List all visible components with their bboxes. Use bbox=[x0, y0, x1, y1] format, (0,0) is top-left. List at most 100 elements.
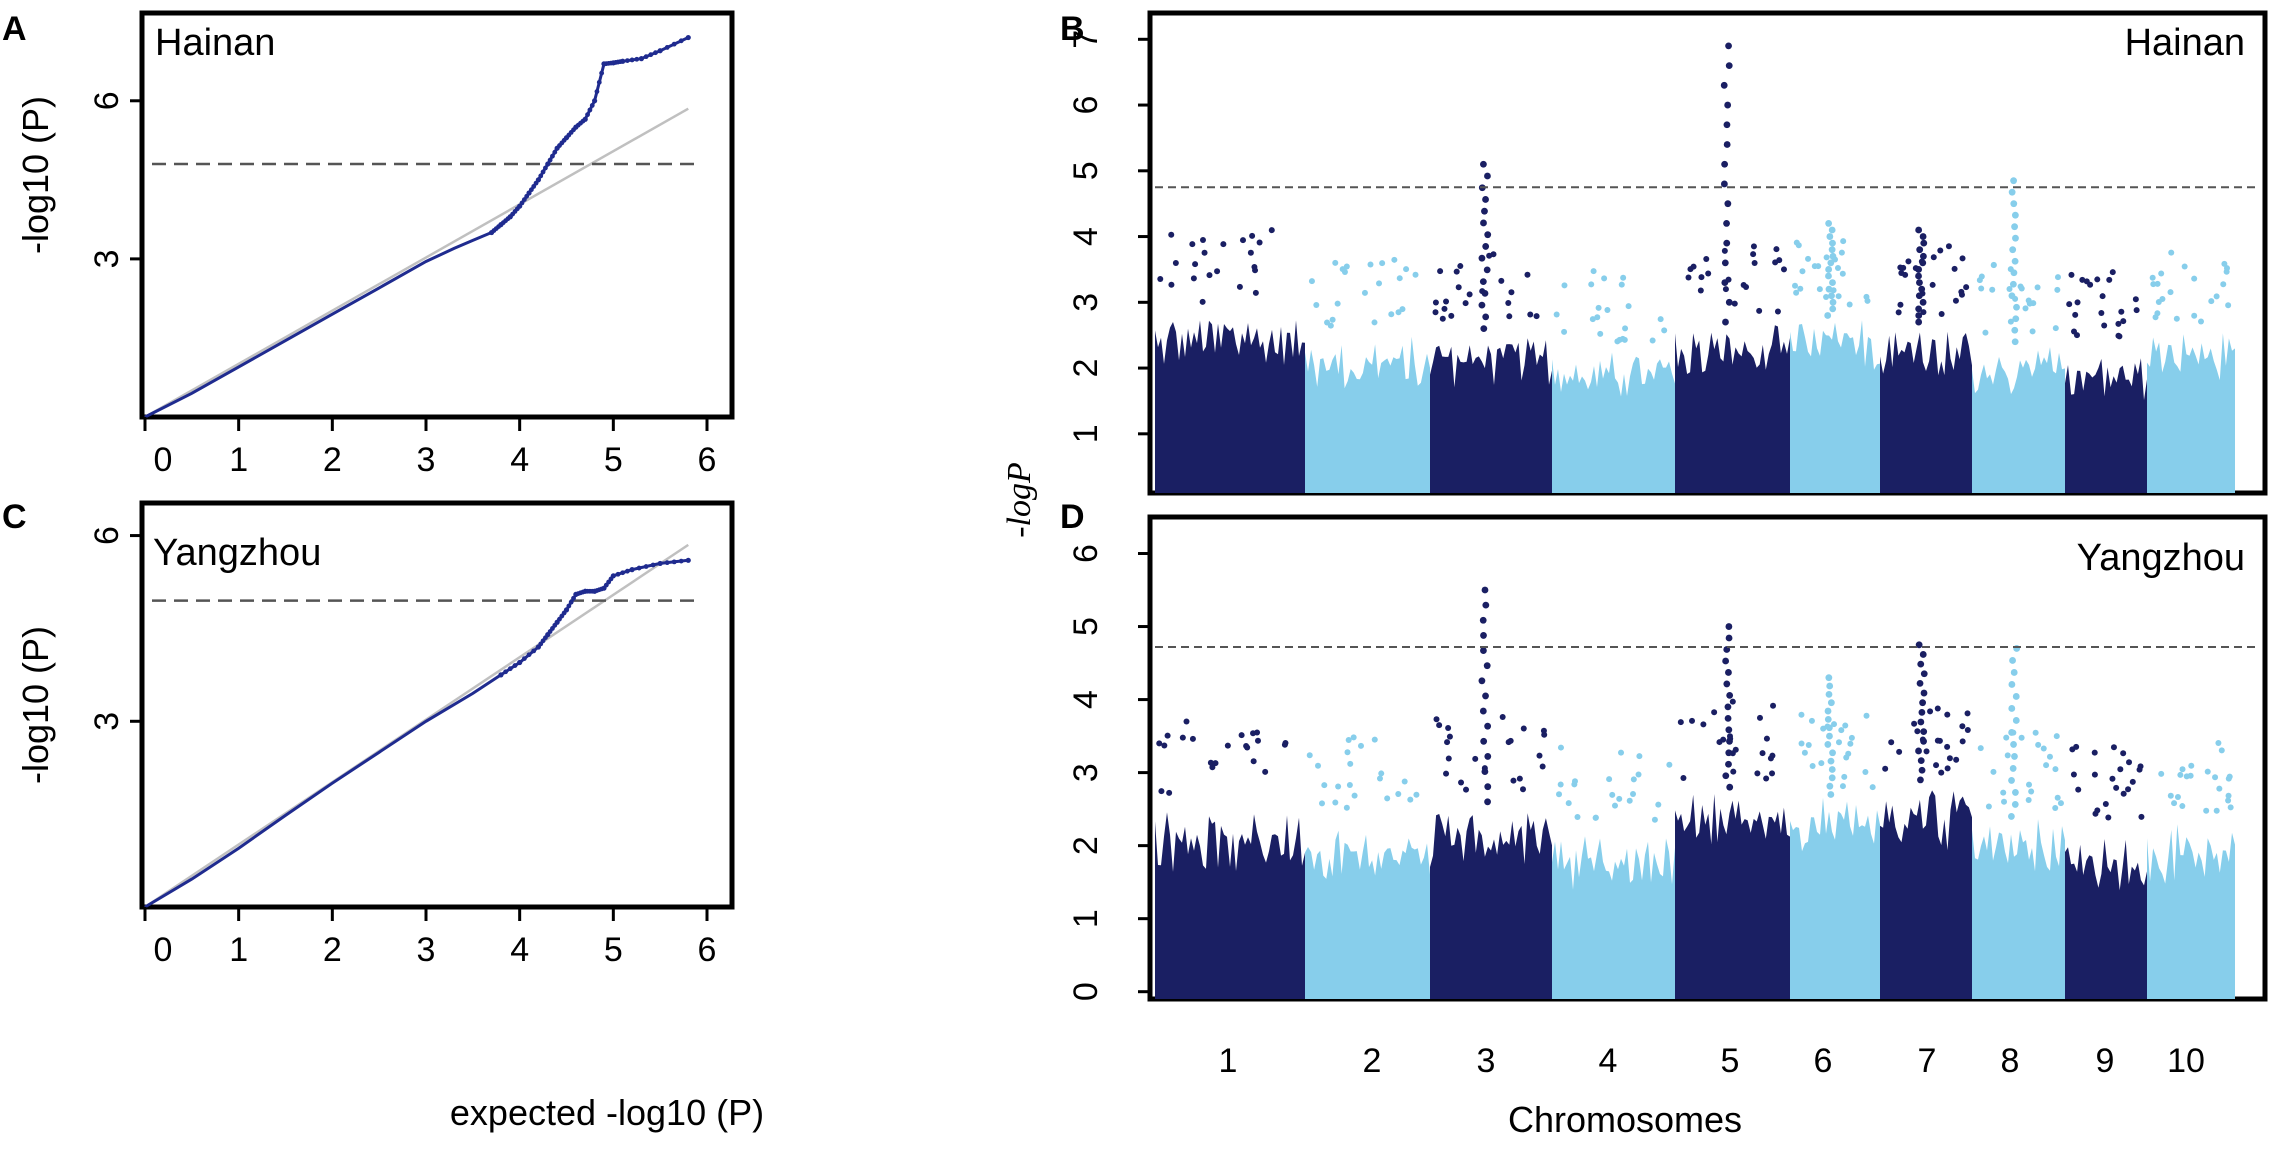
snp-point bbox=[1595, 304, 1602, 311]
snp-point bbox=[1721, 247, 1728, 254]
snp-point bbox=[1751, 260, 1758, 267]
snp-point bbox=[1557, 744, 1564, 751]
snp-point bbox=[1835, 293, 1842, 300]
snp-point bbox=[1346, 781, 1353, 788]
y-tick-label: 6 bbox=[1067, 544, 1105, 563]
snp-point bbox=[1439, 315, 1446, 322]
snp-point bbox=[2158, 770, 2165, 777]
snp-peak-point bbox=[1480, 647, 1487, 654]
snp-point bbox=[1978, 285, 1985, 292]
snp-point bbox=[1220, 241, 1227, 248]
snp-point bbox=[2220, 281, 2227, 288]
snp-point bbox=[1351, 792, 1358, 799]
snp-peak-point bbox=[1479, 707, 1487, 715]
snp-point bbox=[1462, 300, 1469, 307]
snp-peak-point bbox=[2009, 657, 2016, 664]
snp-point bbox=[1898, 269, 1905, 276]
snp-peak-point bbox=[1828, 292, 1835, 300]
snp-point bbox=[2091, 771, 2098, 778]
snp-point bbox=[1384, 795, 1391, 802]
snp-point bbox=[1507, 737, 1514, 744]
snp-peak-point bbox=[1919, 233, 1927, 240]
qq-point bbox=[592, 98, 598, 104]
snp-point bbox=[1677, 719, 1684, 726]
snp-point bbox=[1244, 744, 1251, 751]
chromosome-3-body bbox=[1430, 813, 1552, 999]
x-tick-label: 4 bbox=[510, 441, 529, 479]
x-ticks-a: 0 1 2 3 4 5 6 bbox=[143, 417, 716, 479]
snp-point bbox=[1834, 265, 1841, 272]
snp-point bbox=[2187, 772, 2194, 779]
snp-point bbox=[1816, 286, 1823, 293]
snp-point bbox=[2117, 766, 2124, 773]
snp-point bbox=[1556, 791, 1563, 798]
snp-peak-point bbox=[1918, 285, 1926, 293]
y-tick-label: 6 bbox=[88, 91, 126, 110]
snp-point bbox=[1343, 804, 1350, 811]
snp-point bbox=[1367, 261, 1374, 268]
snp-point bbox=[2054, 794, 2061, 801]
snp-point bbox=[1252, 267, 1259, 274]
snp-peak-point bbox=[1918, 766, 1926, 774]
snp-point bbox=[1379, 260, 1386, 267]
snp-point bbox=[2129, 778, 2136, 785]
snp-point bbox=[1805, 255, 1812, 262]
snp-point bbox=[1937, 247, 1944, 254]
y-tick-label: 2 bbox=[1067, 836, 1105, 855]
snp-point bbox=[1776, 257, 1783, 264]
snp-peak-point bbox=[1726, 692, 1734, 699]
snp-point bbox=[1685, 274, 1692, 281]
snp-point bbox=[2028, 788, 2035, 795]
chromosome-3-body bbox=[1430, 338, 1552, 493]
snp-point bbox=[1636, 753, 1643, 760]
chromosome-ticks-d: 1 2 3 4 5 6 7 8 9 10 bbox=[1219, 1042, 2205, 1080]
qq-point bbox=[599, 70, 605, 76]
snp-peak-point bbox=[1917, 718, 1925, 726]
snp-point bbox=[1441, 305, 1448, 312]
snp-peak-point bbox=[1722, 657, 1730, 665]
snp-point bbox=[1905, 258, 1912, 265]
snp-peak-point bbox=[2009, 246, 2017, 254]
snp-point bbox=[1763, 735, 1770, 742]
y-tick-label: 4 bbox=[1067, 227, 1105, 246]
snp-peak-point bbox=[1725, 634, 1733, 642]
qq-point bbox=[589, 102, 595, 108]
qq-point bbox=[629, 57, 635, 63]
snp-point bbox=[1403, 266, 1410, 273]
snp-peak-point bbox=[2008, 777, 2015, 784]
snp-peak-point bbox=[1825, 285, 1833, 293]
snp-point bbox=[1499, 713, 1506, 720]
snp-peak-point bbox=[1484, 172, 1491, 180]
snp-peak-point bbox=[1481, 289, 1489, 297]
snp-peak-point bbox=[1919, 259, 1927, 267]
snp-point bbox=[1371, 736, 1378, 743]
snp-peak-point bbox=[2008, 813, 2015, 820]
snp-point bbox=[1412, 271, 1419, 278]
y-tick-label: 5 bbox=[1067, 617, 1105, 636]
snp-point bbox=[1199, 298, 1206, 305]
snp-peak-point bbox=[1724, 101, 1732, 109]
snp-point bbox=[1445, 724, 1452, 731]
snp-point bbox=[2154, 280, 2161, 287]
snp-point bbox=[1895, 309, 1902, 316]
snp-peak-point bbox=[2012, 315, 2020, 323]
snp-point bbox=[1732, 746, 1739, 753]
snp-peak-point bbox=[1825, 724, 1833, 732]
snp-point bbox=[1516, 775, 1523, 782]
snp-peak-point bbox=[2011, 801, 2019, 808]
snp-peak-point bbox=[1725, 669, 1732, 676]
chromosome-label-7: 7 bbox=[1918, 1042, 1937, 1080]
snp-point bbox=[1256, 239, 1263, 246]
snp-peak-point bbox=[1919, 298, 1927, 306]
snp-point bbox=[2052, 325, 2059, 332]
snp-point bbox=[1361, 289, 1368, 296]
chromosome-label-6: 6 bbox=[1814, 1042, 1833, 1080]
snp-point bbox=[1838, 249, 1845, 256]
snp-peak-point bbox=[1482, 313, 1490, 321]
y-tick-label: 3 bbox=[88, 249, 126, 268]
snp-point bbox=[1448, 312, 1455, 319]
snp-peak-point bbox=[1483, 266, 1491, 274]
snp-point bbox=[1839, 270, 1846, 277]
snp-point bbox=[1565, 800, 1572, 807]
snp-point bbox=[1250, 730, 1257, 737]
